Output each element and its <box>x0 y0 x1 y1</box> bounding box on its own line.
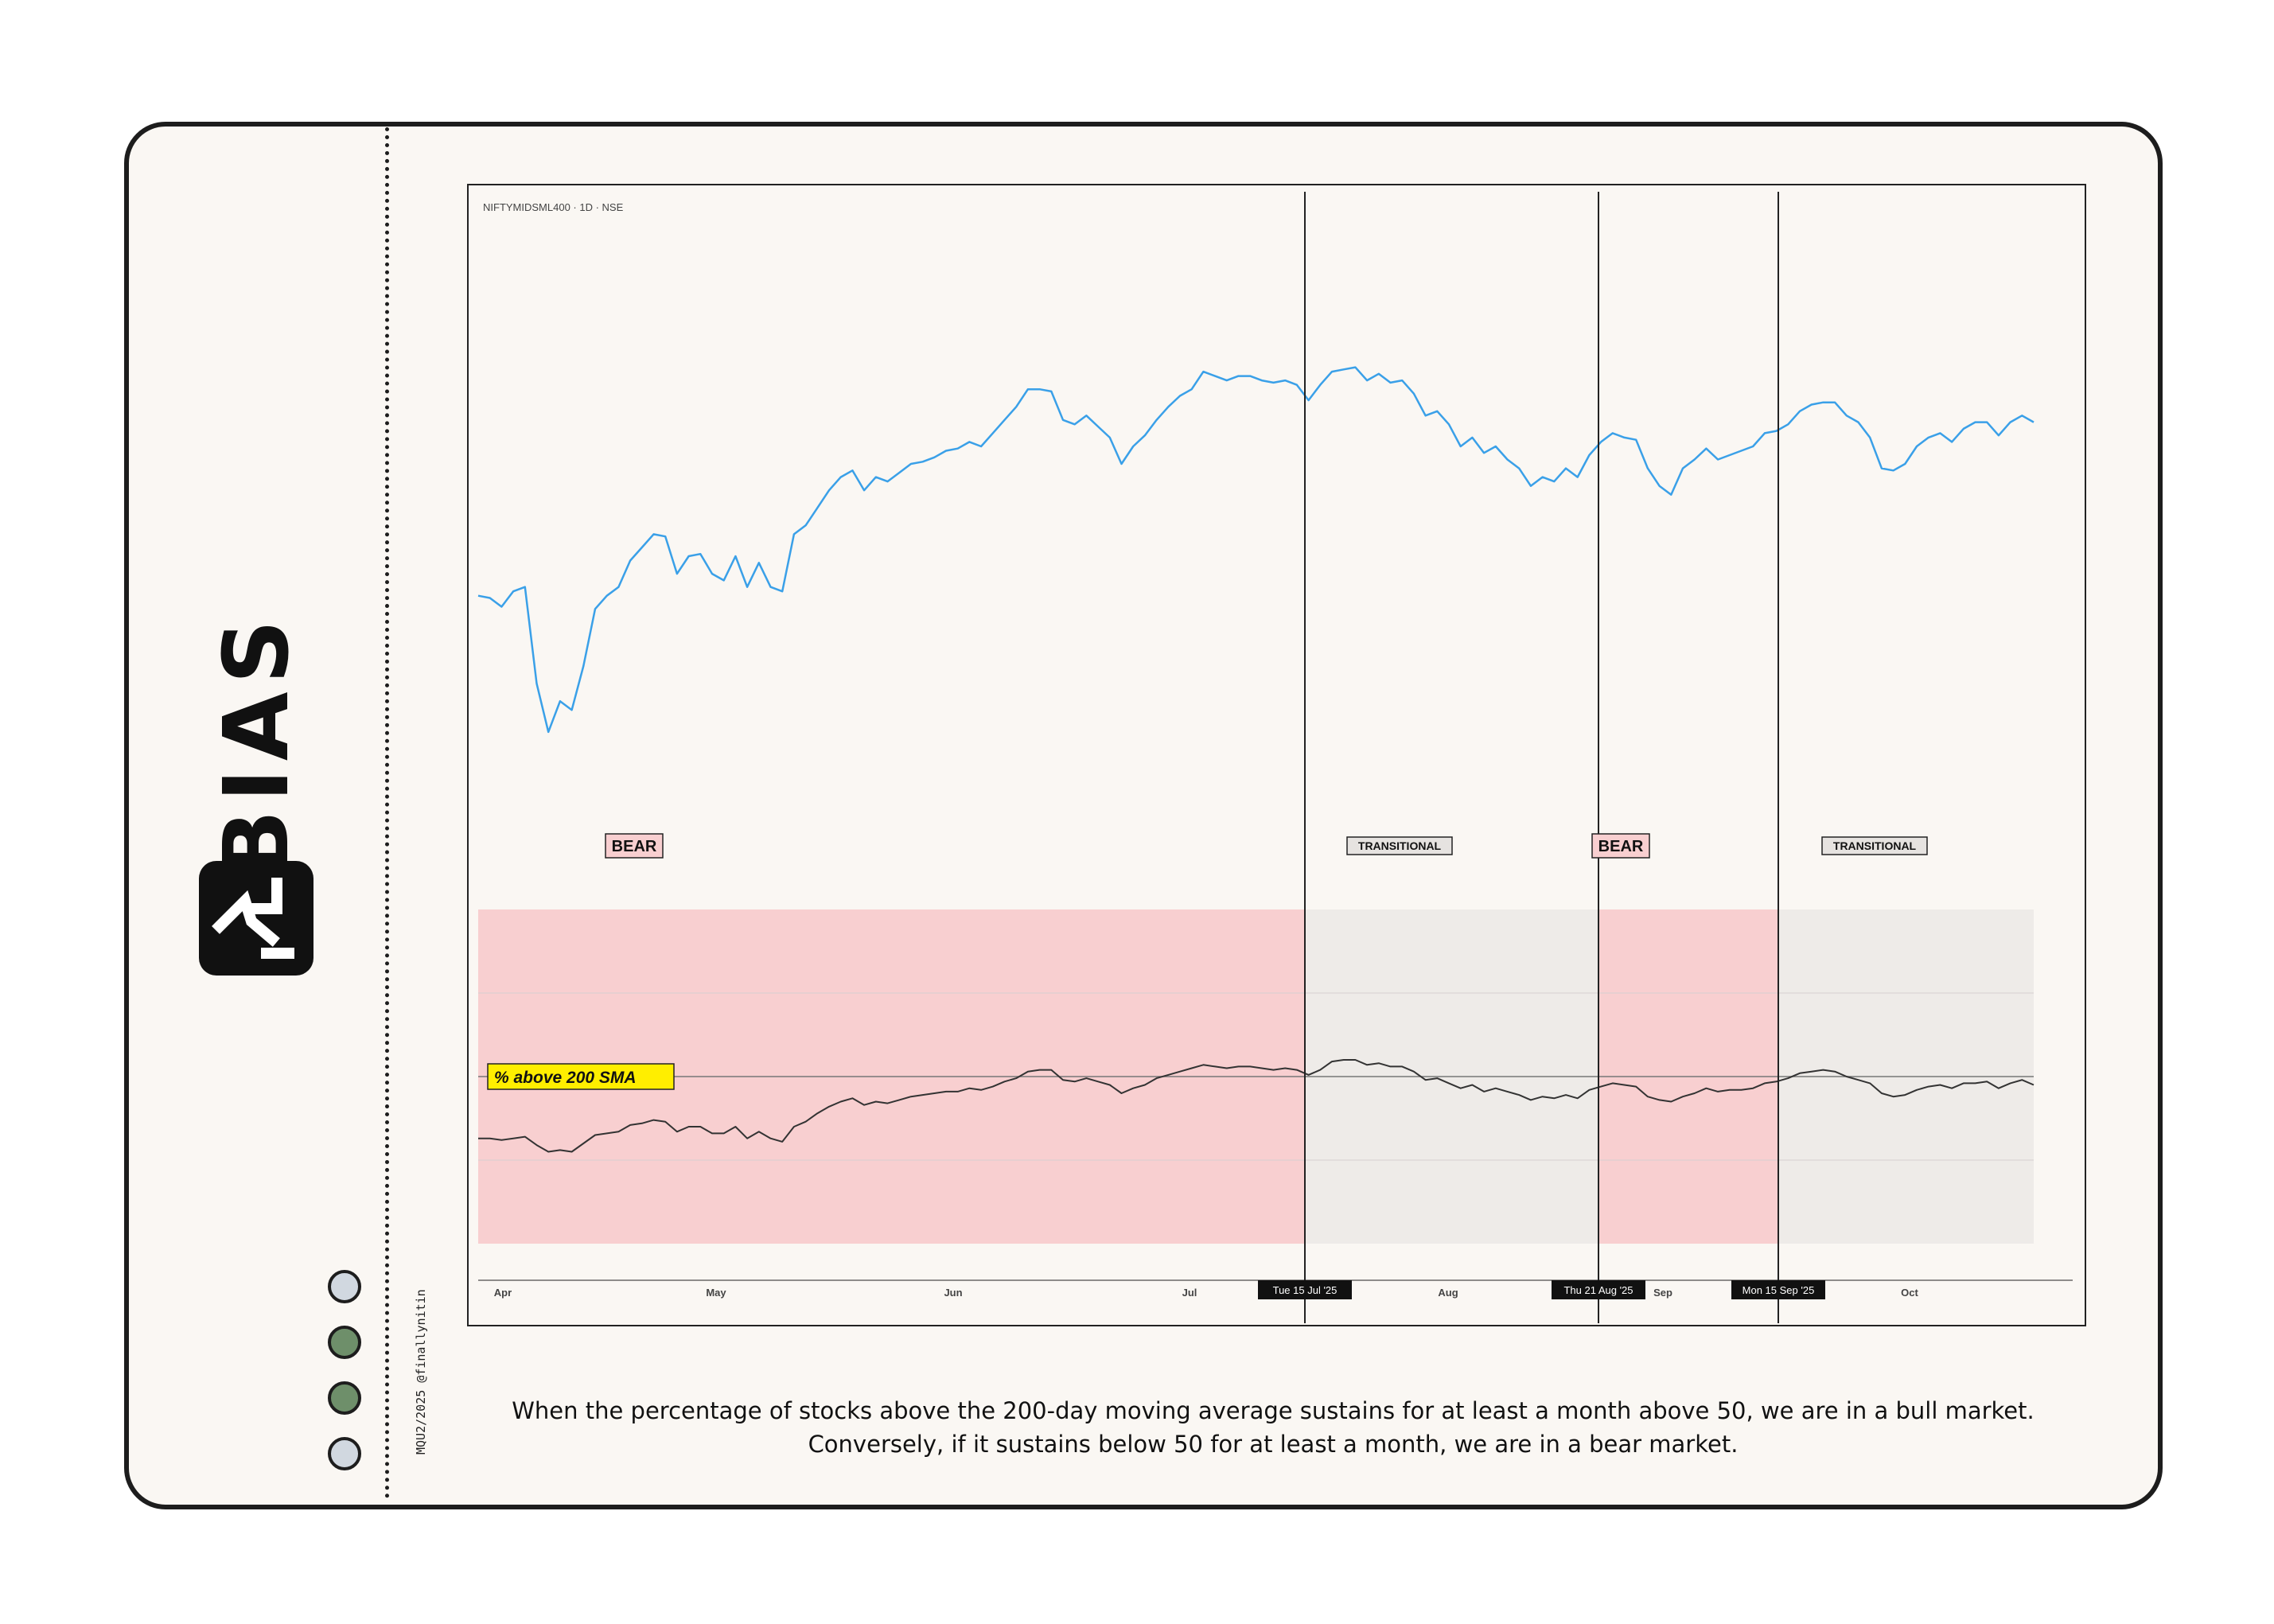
regime-label: TRANSITIONAL <box>1358 839 1442 852</box>
status-dots <box>328 1270 369 1474</box>
regime-label-box <box>1591 833 1650 859</box>
x-tick-label: Oct <box>1901 1287 1918 1299</box>
brand-name: BIAS <box>205 611 309 878</box>
date-flag-label: Mon 15 Sep '25 <box>1742 1284 1815 1296</box>
x-tick-label: Jul <box>1182 1287 1197 1299</box>
chart: NIFTYMIDSML400 · 1D · NSE BEAR TRANSITIONA… <box>477 192 2073 1323</box>
date-flag-label: Tue 15 Jul '25 <box>1273 1284 1338 1296</box>
regime-label-box <box>605 833 664 859</box>
regime-label-box <box>1821 836 1928 855</box>
regime-label: TRANSITIONAL <box>1833 839 1917 852</box>
regime-label: BEAR <box>1598 838 1644 855</box>
date-flag-label: Thu 21 Aug '25 <box>1563 1284 1633 1296</box>
threshold-label: % above 200 SMA <box>494 1069 637 1087</box>
x-tick-label: Jun <box>944 1287 962 1299</box>
x-tick-label: Sep <box>1653 1287 1672 1299</box>
status-dot <box>328 1326 361 1359</box>
price-line <box>477 366 2035 734</box>
caption-text: When the percentage of stocks above the … <box>512 1397 2035 1458</box>
regime-label: BEAR <box>612 838 657 855</box>
dotted-divider <box>385 127 389 1499</box>
date-flag <box>1552 1280 1645 1299</box>
breadth-line <box>478 1059 2035 1153</box>
threshold-label-box <box>487 1063 675 1090</box>
status-dot <box>328 1270 361 1303</box>
trend-arrow-icon <box>199 861 313 976</box>
date-flag <box>1258 1280 1352 1299</box>
author-credit: MQU2/2025 @finallynitin <box>414 1289 428 1455</box>
chart-frame: NIFTYMIDSML400 · 1D · NSE BEAR TRANSITIONA… <box>467 184 2086 1326</box>
regime-label-box <box>1346 836 1453 855</box>
x-tick-label: Aug <box>1438 1287 1458 1299</box>
status-dot <box>328 1437 361 1470</box>
status-dot <box>328 1381 361 1415</box>
x-tick-label: Apr <box>494 1287 512 1299</box>
date-flag <box>1731 1280 1825 1299</box>
x-tick-label: May <box>706 1287 726 1299</box>
chart-title: NIFTYMIDSML400 · 1D · NSE <box>483 201 624 213</box>
brand-block: BIAS <box>197 612 317 976</box>
